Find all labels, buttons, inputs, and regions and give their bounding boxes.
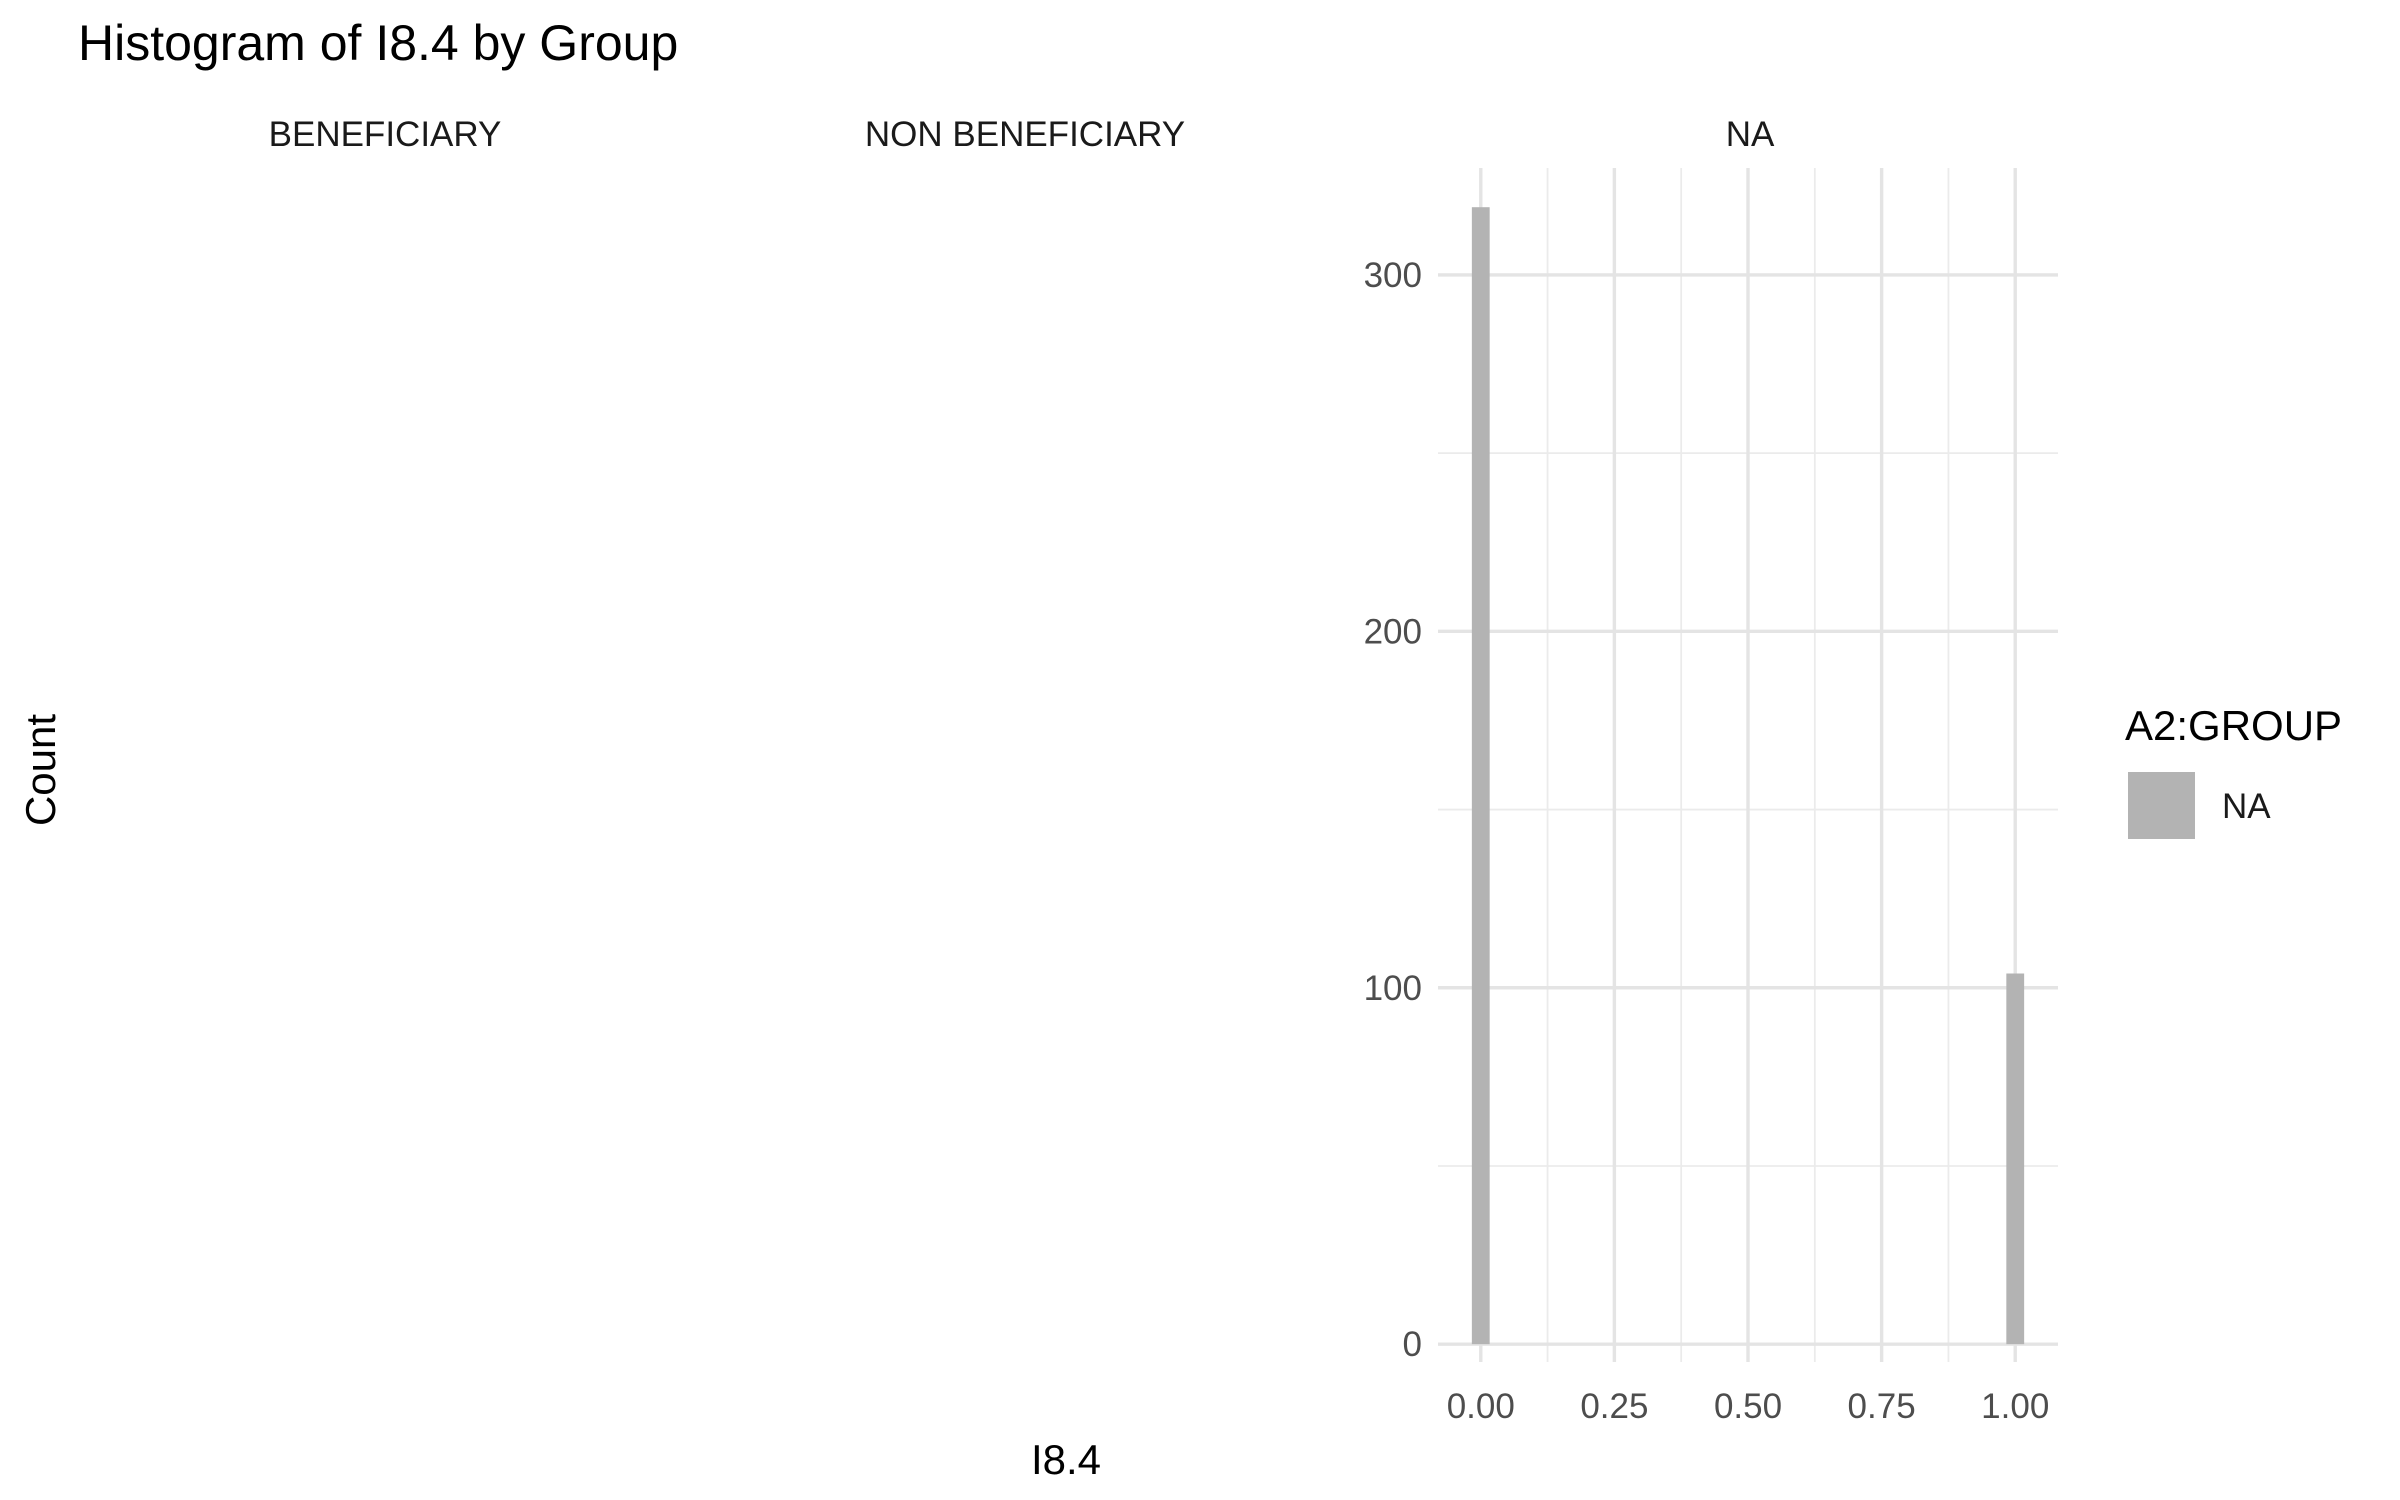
x-tick-label: 0.50 (1714, 1387, 1782, 1426)
y-tick-label: 300 (1364, 256, 1422, 295)
histogram-bars (1471, 207, 2025, 1345)
histogram-bar (1471, 207, 1490, 1345)
legend-title: A2:GROUP (2125, 702, 2342, 749)
y-axis-ticks: 0 100 200 300 (1364, 256, 1422, 1364)
x-tick-label: 0.25 (1580, 1387, 1648, 1426)
y-tick-label: 200 (1364, 612, 1422, 651)
x-axis-ticks: 0.00 0.25 0.50 0.75 1.00 (1447, 1387, 2050, 1426)
x-tick-label: 0.75 (1848, 1387, 1916, 1426)
grid-lines (1438, 168, 2058, 1362)
y-tick-label: 0 (1403, 1325, 1422, 1364)
panel-na: 0 100 200 300 0.00 0.25 0.50 0.75 1.00 (1364, 168, 2058, 1426)
x-axis-title: I8.4 (1031, 1436, 1101, 1483)
y-axis-title: Count (17, 714, 64, 826)
facet-strip-beneficiary: BENEFICIARY (269, 115, 502, 154)
legend-swatch-na (2128, 772, 2195, 839)
chart-title: Histogram of I8.4 by Group (78, 15, 678, 71)
y-tick-label: 100 (1364, 969, 1422, 1008)
histogram-bar (2006, 973, 2025, 1345)
legend: A2:GROUP NA (2125, 702, 2342, 839)
x-tick-label: 0.00 (1447, 1387, 1515, 1426)
facet-strip-non-beneficiary: NON BENEFICIARY (865, 115, 1185, 154)
facet-strip-na: NA (1726, 115, 1775, 154)
legend-label-na: NA (2222, 787, 2271, 826)
x-tick-label: 1.00 (1981, 1387, 2049, 1426)
